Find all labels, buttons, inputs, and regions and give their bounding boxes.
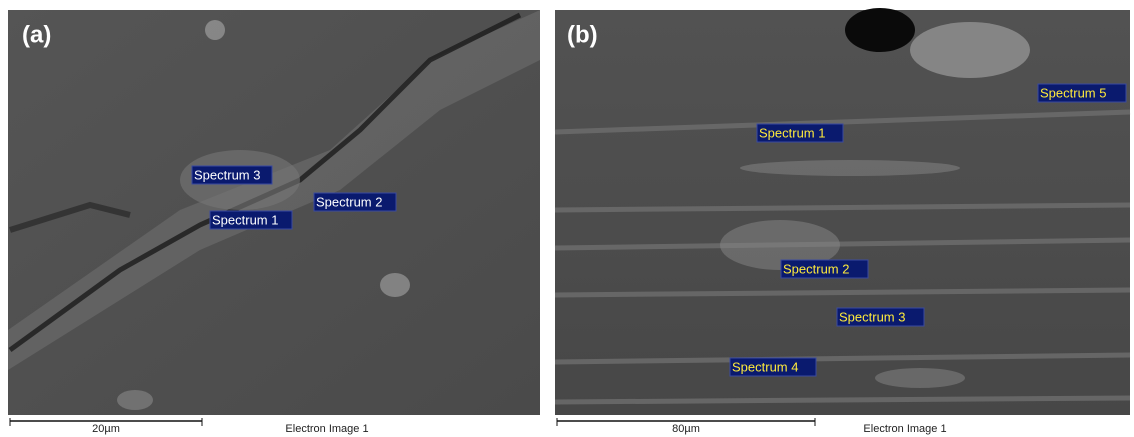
panel-label: (a) <box>22 21 51 48</box>
spectrum-label: Spectrum 2 <box>316 194 382 209</box>
spectrum-label: Spectrum 5 <box>1040 85 1106 100</box>
spectrum-label: Spectrum 4 <box>732 359 798 374</box>
spectrum-label: Spectrum 3 <box>839 309 905 324</box>
scale-bar-label: 20µm <box>92 423 120 435</box>
image-caption: Electron Image 1 <box>863 423 946 435</box>
spectrum-label: Spectrum 1 <box>759 125 825 140</box>
figure: (a) Spectrum 3 Spectrum 2 Spectrum 1 20µm Ele… <box>0 0 1134 437</box>
scale-bar-label: 80µm <box>672 423 700 435</box>
spectrum-label: Spectrum 2 <box>783 261 849 276</box>
panel-b-image <box>555 8 1130 415</box>
panel-label: (b) <box>567 21 598 48</box>
spectrum-label: Spectrum 1 <box>212 212 278 227</box>
image-caption: Electron Image 1 <box>285 423 368 435</box>
spectrum-label: Spectrum 3 <box>194 167 260 182</box>
